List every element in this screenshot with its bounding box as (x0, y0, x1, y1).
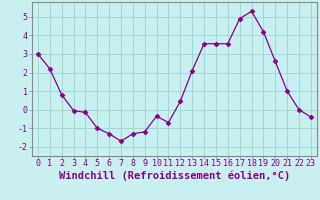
X-axis label: Windchill (Refroidissement éolien,°C): Windchill (Refroidissement éolien,°C) (59, 171, 290, 181)
